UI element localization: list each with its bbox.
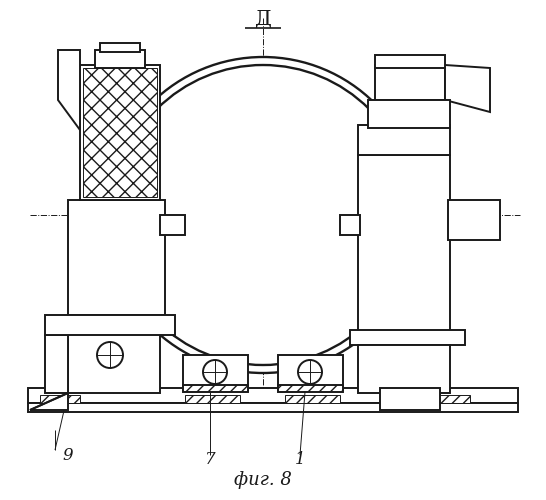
Bar bbox=[358, 125, 450, 155]
Polygon shape bbox=[30, 393, 68, 410]
Bar bbox=[278, 385, 343, 392]
Bar bbox=[185, 395, 240, 403]
Text: фиг. 8: фиг. 8 bbox=[234, 471, 292, 489]
Bar bbox=[448, 200, 500, 240]
Bar bbox=[375, 65, 445, 100]
Bar bbox=[358, 345, 450, 393]
Text: 9: 9 bbox=[63, 446, 73, 464]
Circle shape bbox=[105, 57, 421, 373]
Bar bbox=[183, 385, 248, 392]
Bar bbox=[28, 388, 518, 403]
Bar bbox=[68, 200, 165, 315]
Bar bbox=[100, 43, 140, 52]
Text: Д: Д bbox=[254, 10, 271, 29]
Circle shape bbox=[97, 342, 123, 368]
Bar bbox=[278, 355, 343, 390]
Bar bbox=[28, 403, 518, 412]
Bar bbox=[350, 330, 465, 345]
Bar bbox=[430, 395, 470, 403]
Bar bbox=[83, 68, 157, 197]
Circle shape bbox=[113, 65, 413, 365]
Polygon shape bbox=[58, 50, 80, 130]
Bar bbox=[368, 100, 450, 128]
Bar bbox=[68, 330, 160, 393]
Bar bbox=[80, 65, 160, 200]
Bar bbox=[285, 395, 340, 403]
Bar bbox=[380, 388, 440, 410]
Text: 7: 7 bbox=[205, 452, 215, 468]
Circle shape bbox=[298, 360, 322, 384]
Bar bbox=[45, 315, 175, 335]
Polygon shape bbox=[445, 65, 490, 112]
Text: 1: 1 bbox=[295, 452, 305, 468]
Bar bbox=[95, 50, 145, 68]
Circle shape bbox=[203, 360, 227, 384]
Bar bbox=[358, 155, 450, 335]
Bar bbox=[340, 215, 360, 235]
Bar bbox=[40, 395, 80, 403]
Bar bbox=[183, 355, 248, 390]
Polygon shape bbox=[45, 335, 68, 393]
Polygon shape bbox=[375, 55, 445, 68]
Bar bbox=[160, 215, 185, 235]
